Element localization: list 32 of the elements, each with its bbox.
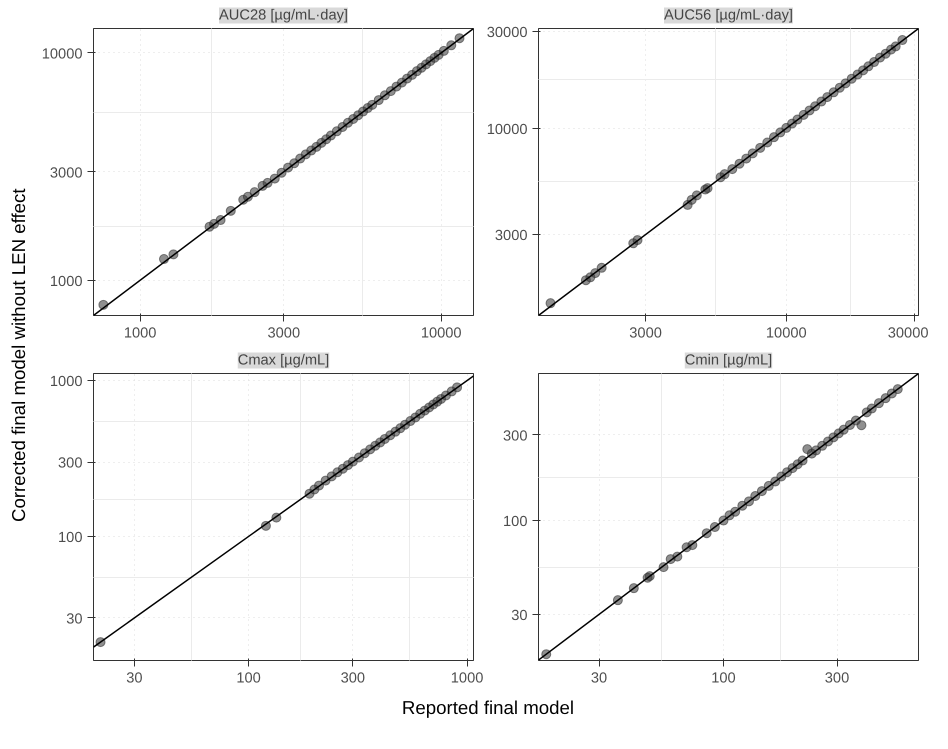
y-tick-label: 30000 (486, 24, 528, 41)
y-tick-label: 30 (66, 611, 83, 628)
x-tick-label: 100 (711, 670, 736, 686)
y-tick-label: 100 (58, 530, 83, 546)
x-tick-label: 30 (590, 670, 608, 686)
y-tick-label: 3000 (50, 165, 83, 182)
chart-title: Cmax [µg/mL] (238, 352, 330, 368)
x-axis-title: Reported final model (402, 696, 574, 720)
x-tick-label: 1000 (124, 326, 156, 342)
y-tick-label: 30 (511, 608, 528, 624)
x-tick-label: 100 (236, 670, 261, 686)
x-tick-label: 3000 (629, 326, 662, 342)
x-tick-label: 300 (824, 670, 850, 686)
y-tick-label: 300 (503, 428, 528, 444)
y-tick-label: 10000 (486, 122, 528, 138)
y-tick-label: 3000 (494, 228, 528, 244)
y-tick-label: 10000 (42, 46, 83, 62)
chart-title: Cmin [µg/mL] (684, 352, 772, 368)
x-tick-label: 30 (126, 670, 143, 686)
chart-title: AUC28 [µg/mL·day] (219, 8, 348, 24)
x-tick-label: 10000 (420, 326, 462, 342)
y-axis-title: Corrected final model without LEN effect (7, 188, 30, 522)
x-tick-label: 30000 (888, 326, 929, 342)
y-tick-label: 1000 (50, 274, 83, 290)
x-tick-label: 10000 (766, 326, 807, 342)
y-tick-label: 300 (58, 456, 83, 472)
y-tick-label: 100 (503, 514, 528, 530)
y-tick-label: 1000 (50, 374, 83, 390)
x-tick-label: 3000 (267, 326, 300, 342)
chart-title: AUC56 [µg/mL·day] (664, 8, 794, 24)
x-tick-label: 300 (340, 670, 366, 686)
x-tick-label: 1000 (450, 670, 484, 686)
